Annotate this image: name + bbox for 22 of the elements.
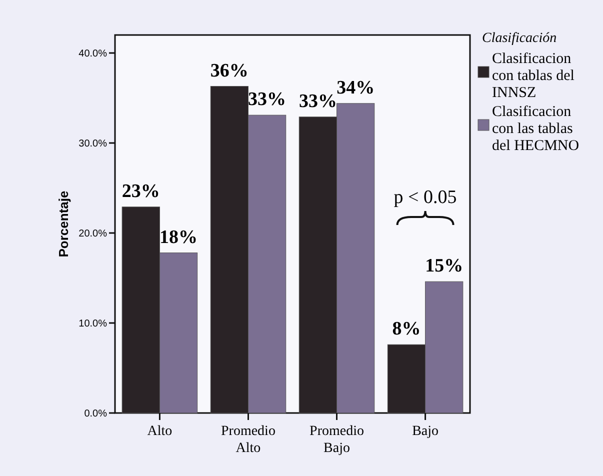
y-tick-label: 20.0% xyxy=(78,228,108,240)
y-tick-label: 30.0% xyxy=(78,138,108,150)
legend-title: Clasificación xyxy=(482,31,557,46)
x-tick-label: Promedio Bajo xyxy=(310,424,364,456)
y-tick-label: 40.0% xyxy=(78,48,108,60)
y-axis-title: Porcentaje xyxy=(56,190,71,258)
data-label: 18% xyxy=(160,226,198,248)
data-label: 36% xyxy=(210,60,248,82)
legend-label: Clasificacion con las tablas del HECMNO xyxy=(492,104,580,154)
y-tick-label: 0.0% xyxy=(84,408,108,420)
annotation: p < 0.05 xyxy=(394,187,457,208)
data-label: 8% xyxy=(392,318,421,340)
x-tick-label: Bajo xyxy=(412,424,439,439)
legend-label: Clasificacion con tablas del INNSZ xyxy=(492,51,574,101)
x-tick-label: Alto xyxy=(147,424,172,439)
y-tick-label: 10.0% xyxy=(78,318,108,330)
data-label: 34% xyxy=(336,77,375,98)
data-label: 33% xyxy=(298,90,337,112)
data-label: 23% xyxy=(122,180,160,202)
x-tick-label: Promedio Alto xyxy=(221,424,276,456)
data-label: 33% xyxy=(248,89,286,110)
data-label: 15% xyxy=(425,256,464,277)
